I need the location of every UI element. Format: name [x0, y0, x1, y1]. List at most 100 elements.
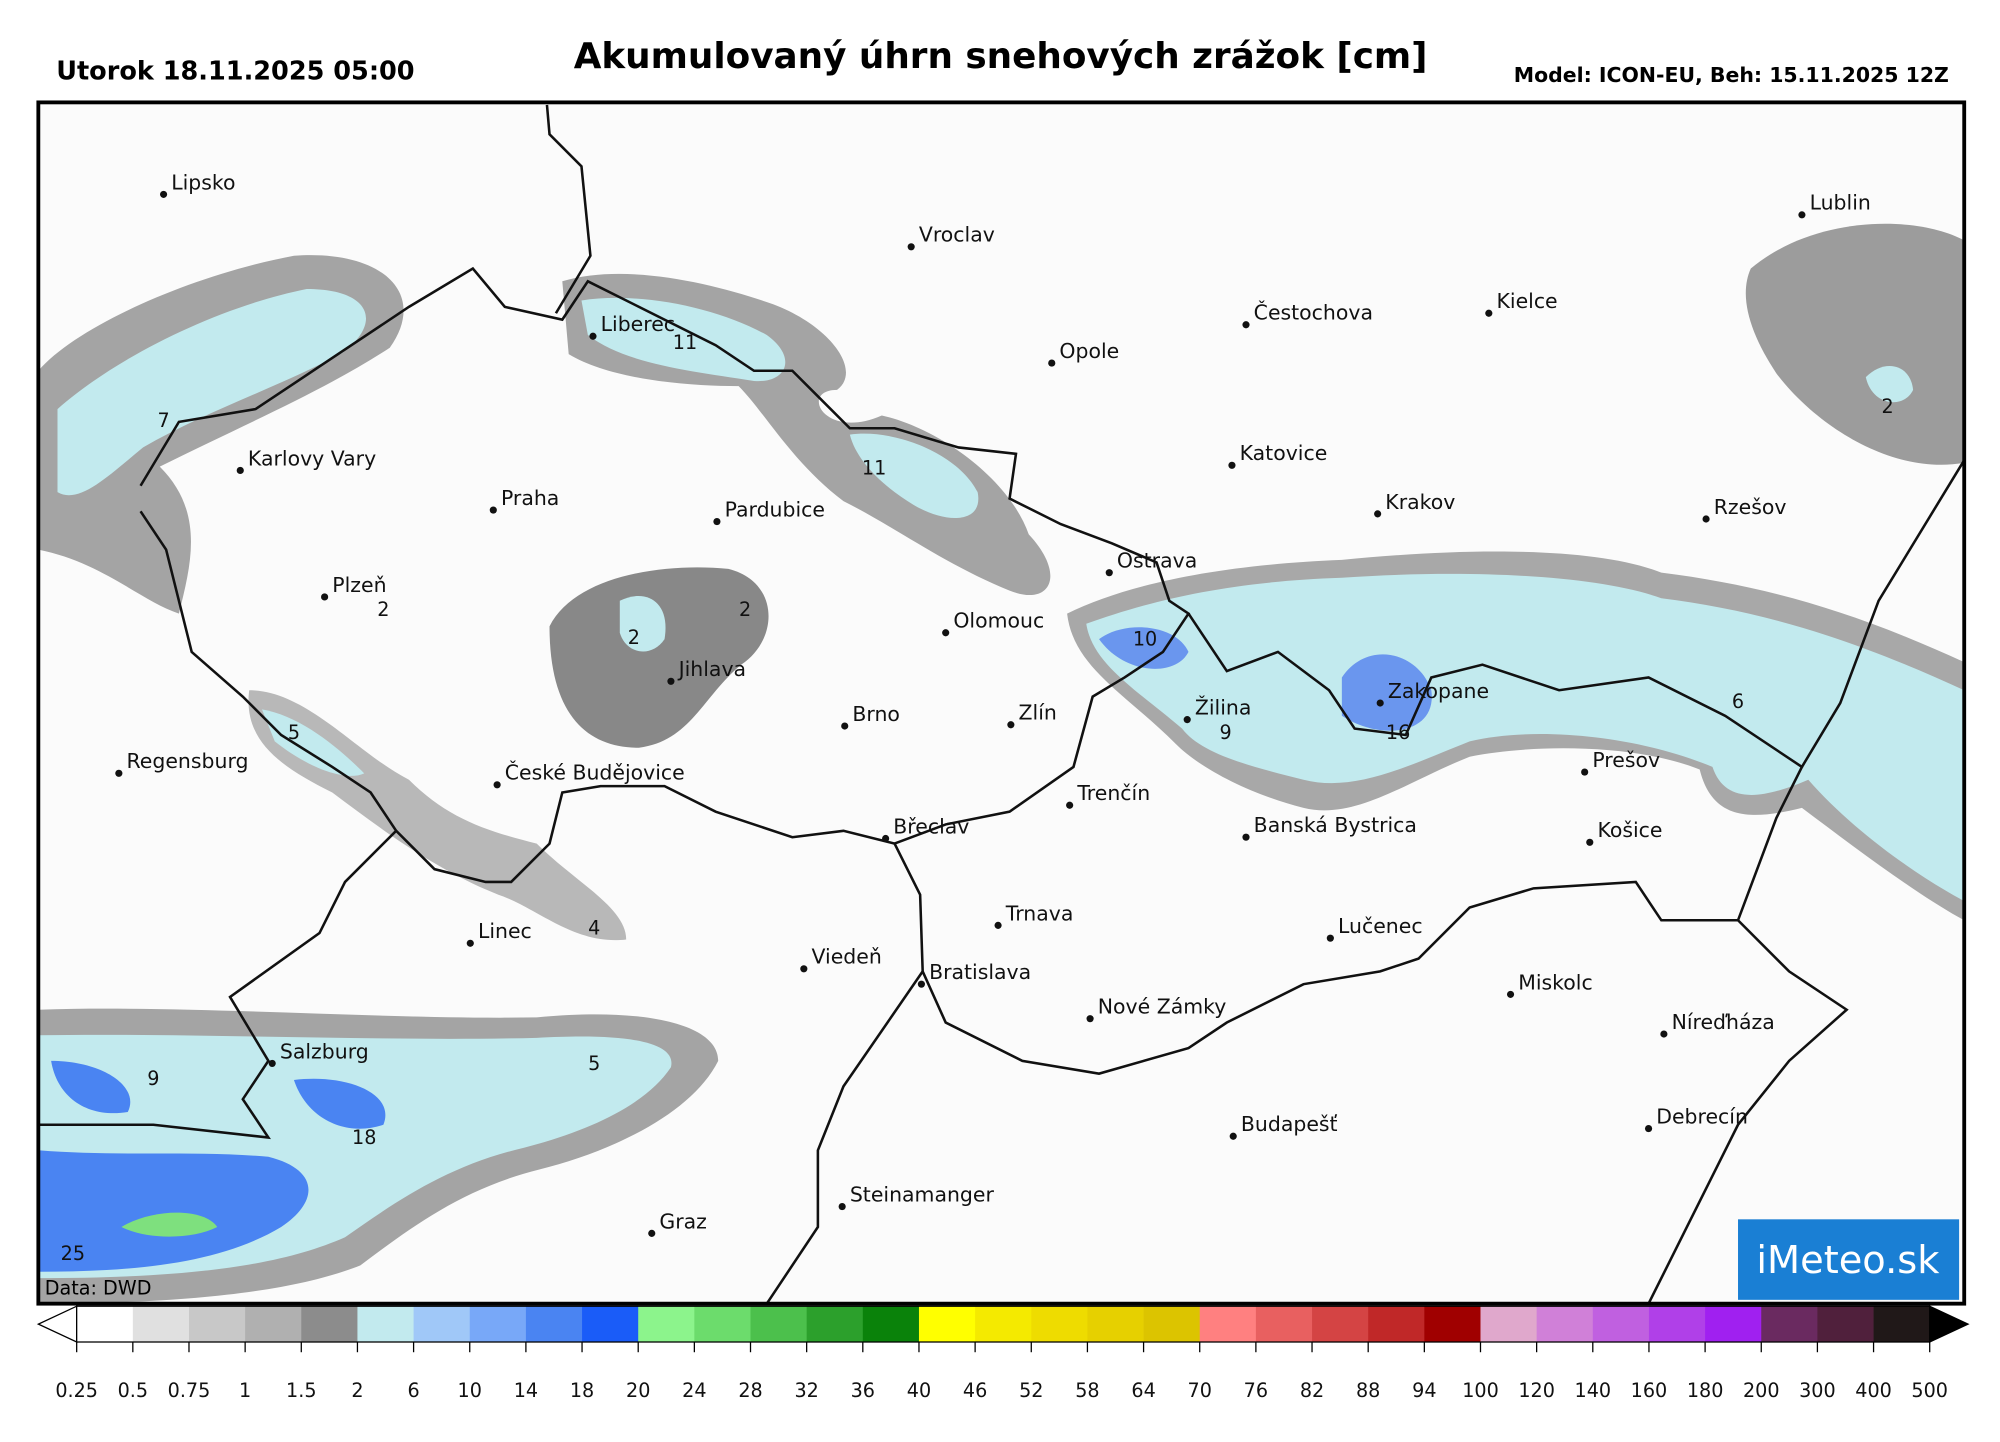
city-dot — [907, 243, 915, 251]
colorbar-tick-label: 76 — [1244, 1379, 1268, 1402]
city-dot — [160, 190, 168, 198]
map-value-label: 2 — [739, 598, 751, 621]
city-label: Brno — [852, 702, 900, 726]
city-dot — [1228, 461, 1236, 469]
colorbar-cell — [1255, 1306, 1313, 1343]
city-label: Zlín — [1019, 701, 1057, 725]
city-label: Prešov — [1592, 748, 1660, 772]
colorbar-tick-label: 36 — [851, 1379, 875, 1402]
map-value-label: 11 — [673, 331, 697, 354]
city-dot — [1376, 699, 1384, 707]
city-label: Opole — [1059, 339, 1119, 363]
colorbar-tick-label: 28 — [738, 1379, 762, 1402]
colorbar-cell — [1873, 1306, 1931, 1343]
colorbar-cell — [132, 1306, 190, 1343]
city-label: Praha — [501, 486, 559, 510]
colorbar-tick-label: 500 — [1911, 1379, 1948, 1402]
map-value-label: 16 — [1386, 721, 1410, 744]
snow-area — [581, 297, 979, 519]
colorbar-tick-label: 180 — [1687, 1379, 1724, 1402]
colorbar-tick-label: 140 — [1575, 1379, 1612, 1402]
city-label: Bratislava — [929, 960, 1031, 984]
colorbar-tick-label: 82 — [1300, 1379, 1324, 1402]
border-line — [765, 970, 924, 1304]
colorbar-cell — [1199, 1306, 1257, 1343]
colorbar-tick-label: 58 — [1075, 1379, 1099, 1402]
city-dot — [838, 1202, 846, 1211]
colorbar-cell — [918, 1306, 976, 1343]
city-layer: Lipsko Vroclav Lublin Liberec Čestochova Kiel… — [115, 170, 1871, 1237]
colorbar-tick-label: 1 — [239, 1379, 251, 1402]
city-label: Trnava — [1005, 901, 1074, 925]
city-dot — [1048, 359, 1056, 367]
map-value-label: 6 — [1732, 690, 1744, 713]
colorbar-tick-label: 100 — [1462, 1379, 1499, 1402]
snow-area — [1745, 223, 1965, 465]
city-label: Graz — [659, 1209, 707, 1233]
city-dot — [942, 629, 950, 637]
map-value-label: 9 — [1219, 721, 1231, 744]
colorbar-cell — [1592, 1306, 1650, 1343]
city-label: Zakopane — [1388, 679, 1489, 703]
city-dot — [1183, 716, 1191, 724]
city-dot — [1581, 768, 1589, 776]
colorbar-over — [1929, 1305, 1970, 1344]
city-label: Viedeň — [812, 945, 882, 969]
city-dot — [115, 769, 123, 777]
map-value-label: 2 — [628, 626, 640, 649]
colorbar-cell — [301, 1306, 358, 1343]
colorbar-cell — [975, 1306, 1032, 1343]
city-label: Lublin — [1810, 191, 1871, 215]
border-line — [139, 266, 1191, 884]
colorbar-frame — [76, 1305, 1931, 1343]
city-label: Čestochova — [1254, 300, 1373, 325]
colorbar-under — [36, 1305, 78, 1344]
city-label: Lipsko — [171, 170, 235, 194]
colorbar-cell — [1761, 1306, 1818, 1343]
city-dot — [1374, 510, 1382, 518]
map-value-label: 10 — [1133, 628, 1157, 651]
city-dot — [1660, 1030, 1668, 1038]
border-line — [1800, 459, 1965, 768]
border-line — [545, 104, 592, 314]
logo: iMeteo.sk — [1756, 1238, 1940, 1283]
city-label: Katovice — [1240, 441, 1328, 465]
city-label: Břeclav — [893, 814, 969, 838]
border-line — [893, 612, 1804, 1075]
colorbar-tick-label: 18 — [570, 1379, 594, 1402]
colorbar-cell — [525, 1306, 583, 1343]
city-dot — [917, 980, 925, 988]
colorbar-cell — [582, 1306, 639, 1343]
map-value-label: 4 — [588, 916, 600, 939]
city-label: Karlovy Vary — [248, 446, 376, 470]
map-value-label: 18 — [352, 1126, 376, 1149]
city-label: Jihlava — [677, 657, 746, 681]
city-label: Salzburg — [280, 1039, 369, 1063]
colorbar-cell — [1087, 1306, 1144, 1343]
snow-area — [1099, 627, 1432, 731]
city-label: Regensburg — [127, 749, 249, 773]
colorbar-cell — [413, 1306, 471, 1343]
snow-area — [1086, 573, 1965, 902]
colorbar-tick-label: 200 — [1743, 1379, 1780, 1402]
city-label: Žilina — [1195, 695, 1252, 720]
city-dot — [268, 1059, 276, 1067]
colorbar-cell — [1424, 1306, 1481, 1343]
snow-area — [121, 1212, 218, 1237]
city-label: Rzešov — [1714, 495, 1787, 519]
city-dot — [713, 517, 721, 526]
city-label: Kielce — [1496, 289, 1557, 313]
city-dot — [1485, 309, 1493, 317]
city-label: Níreďháza — [1672, 1010, 1775, 1034]
colorbar-tick-label: 2 — [351, 1379, 363, 1402]
city-dot — [1798, 211, 1806, 219]
colorbar-cell — [638, 1306, 695, 1343]
city-dot — [1229, 1132, 1237, 1140]
city-dot — [493, 781, 501, 789]
city-dot — [800, 965, 808, 973]
colorbar-tick-label: 94 — [1412, 1379, 1436, 1402]
colorbar: 0.25 0.5 0.75 1 1.5 2 6 10 14 18 20 24 28 32 36 40 46 52 5… — [36, 1305, 1970, 1402]
colorbar-tick-label: 46 — [963, 1379, 987, 1402]
colorbar-cell — [469, 1306, 527, 1343]
city-label: Budapešť — [1241, 1112, 1338, 1136]
